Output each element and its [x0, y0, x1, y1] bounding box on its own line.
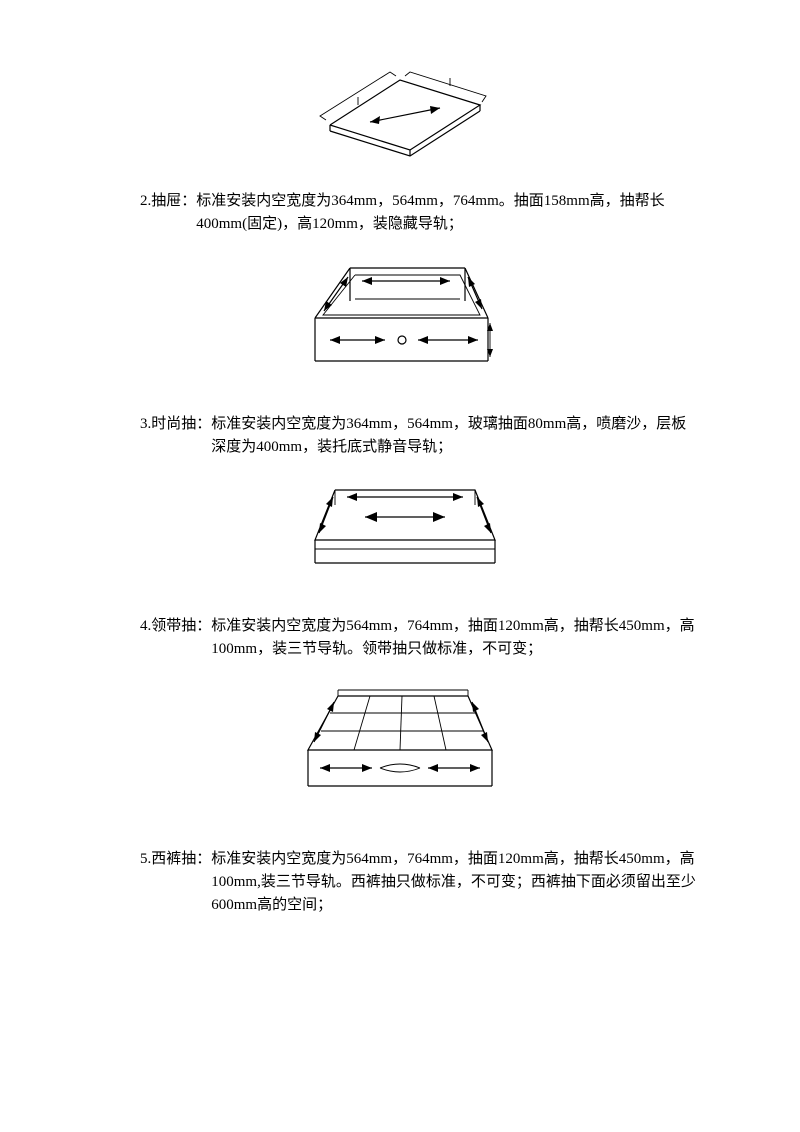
item-5: 5. 西裤抽： 标准安装内空宽度为564mm，764mm，抽面120mm高，抽帮…: [0, 848, 800, 918]
item-label: 领带抽：: [151, 615, 211, 638]
item-2: 2. 抽屉： 标准安装内空宽度为364mm，564mm，764mm。抽面158m…: [0, 190, 800, 237]
item-3: 3. 时尚抽： 标准安装内空宽度为364mm，564mm，玻璃抽面80mm高，喷…: [0, 413, 800, 460]
item-number: 4.: [140, 615, 151, 638]
item-number: 3.: [140, 413, 151, 436]
item-4: 4. 领带抽： 标准安装内空宽度为564mm，764mm，抽面120mm高，抽帮…: [0, 615, 800, 662]
figure-shelf: [300, 50, 500, 180]
item-body: 标准安装内空宽度为564mm，764mm，抽面120mm高，抽帮长450mm，高…: [211, 848, 700, 918]
item-body: 标准安装内空宽度为364mm，564mm，玻璃抽面80mm高，喷磨沙，层板深度为…: [211, 413, 700, 460]
figure-drawer: [290, 243, 510, 403]
item-label: 西裤抽：: [151, 848, 211, 871]
item-body: 标准安装内空宽度为364mm，564mm，764mm。抽面158mm高，抽帮长4…: [196, 190, 700, 237]
item-label: 时尚抽：: [151, 413, 211, 436]
figure-fashion-drawer: [285, 465, 515, 605]
item-number: 5.: [140, 848, 151, 871]
item-body: 标准安装内空宽度为564mm，764mm，抽面120mm高，抽帮长450mm，高…: [211, 615, 700, 662]
item-label: 抽屉：: [151, 190, 196, 213]
document-page: 2. 抽屉： 标准安装内空宽度为364mm，564mm，764mm。抽面158m…: [0, 0, 800, 963]
item-number: 2.: [140, 190, 151, 213]
figure-tie-drawer: [280, 668, 520, 838]
